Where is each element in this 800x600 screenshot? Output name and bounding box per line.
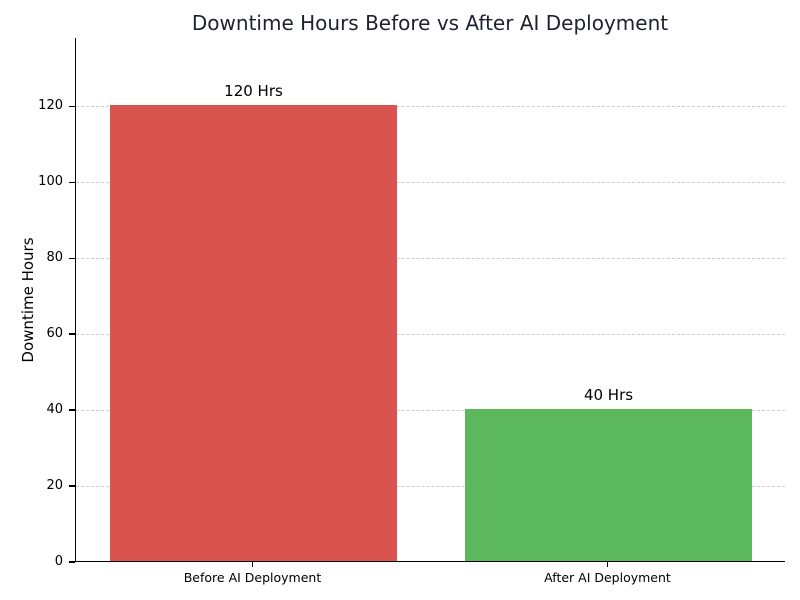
y-tick-mark-60 [69,333,75,335]
x-tick-label-before-ai-deployment: Before AI Deployment [183,570,322,585]
y-axis-label: Downtime Hours [19,237,37,363]
gridline-y-100 [76,182,785,184]
bar-before-ai-deployment [109,105,398,561]
y-tick-label-120: 120 [38,98,63,114]
y-tick-mark-100 [69,181,75,183]
chart-title: Downtime Hours Before vs After AI Deploy… [191,11,669,35]
plot-area: 120 Hrs 40 Hrs [75,38,785,562]
y-tick-mark-20 [69,485,75,487]
gridline-y-80 [76,258,785,260]
x-tick-mark-before-ai-deployment [251,562,254,567]
y-tick-label-60: 60 [46,326,63,342]
bar-value-label-after-ai-deployment: 40 Hrs [583,386,634,405]
x-tick-mark-after-ai-deployment [606,562,609,567]
y-tick-mark-0 [69,561,75,563]
gridline-y-60 [76,334,785,336]
gridline-y-40 [76,410,785,412]
y-tick-mark-80 [69,257,75,259]
bar-after-ai-deployment [464,409,753,561]
y-tick-label-0: 0 [54,554,63,569]
y-tick-mark-40 [69,409,75,411]
y-tick-label-40: 40 [46,402,63,418]
y-tick-label-80: 80 [46,250,63,266]
y-tick-mark-120 [69,105,75,108]
x-tick-label-after-ai-deployment: After AI Deployment [544,570,671,585]
gridline-y-20 [76,486,785,488]
gridline-y-120 [76,106,785,108]
y-tick-label-100: 100 [38,174,63,190]
y-tick-label-20: 20 [46,478,63,494]
bar-value-label-before-ai-deployment: 120 Hrs [224,82,283,101]
